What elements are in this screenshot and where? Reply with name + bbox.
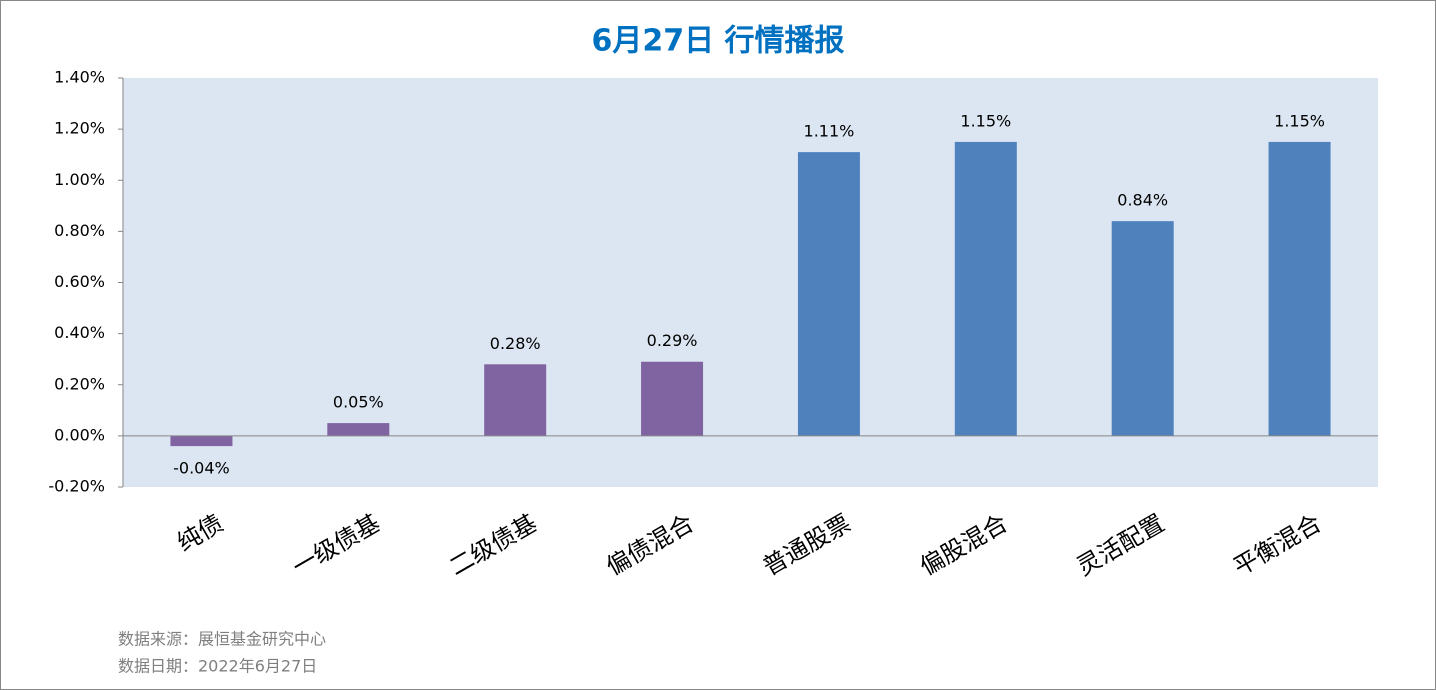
data-label: 0.84% [1117, 191, 1168, 210]
bar [484, 364, 547, 436]
plot-area [123, 78, 1378, 487]
y-tick-label: 1.40% [54, 68, 105, 87]
data-label: -0.04% [173, 459, 230, 478]
source-note: 数据来源：展恒基金研究中心 [118, 630, 326, 649]
y-tick-label: 0.40% [54, 323, 105, 342]
date-note: 数据日期：2022年6月27日 [118, 657, 317, 676]
y-tick-label: 1.00% [54, 170, 105, 189]
data-label: 1.11% [804, 122, 855, 141]
bar [797, 152, 860, 436]
y-tick-label: 0.60% [54, 272, 105, 291]
bar [170, 435, 233, 447]
y-tick-label: 0.80% [54, 221, 105, 240]
bar [1111, 221, 1174, 436]
y-tick-label: 0.00% [54, 425, 105, 444]
chart-title: 6月27日 行情播报 [591, 24, 844, 59]
bar [1268, 141, 1331, 436]
data-label: 0.05% [333, 393, 384, 412]
data-label: 0.28% [490, 334, 541, 353]
bar [954, 141, 1017, 436]
data-label: 1.15% [960, 111, 1011, 130]
y-tick-label: 1.20% [54, 119, 105, 138]
data-label: 1.15% [1274, 111, 1325, 130]
y-tick-label: 0.20% [54, 374, 105, 393]
bar [641, 361, 704, 436]
y-tick-label: -0.20% [48, 477, 105, 496]
data-label: 0.29% [647, 331, 698, 350]
bar [327, 423, 390, 436]
